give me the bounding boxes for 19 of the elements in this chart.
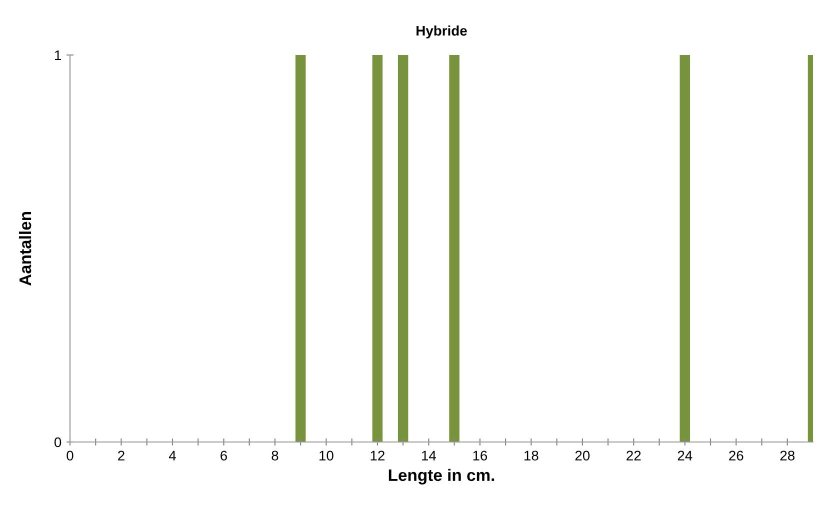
x-tick-label: 12 [370, 450, 384, 460]
x-tick-label: 26 [729, 450, 744, 461]
x-tick-label: 8 [272, 450, 278, 461]
x-tick-label: 0 [66, 450, 74, 461]
x-tick-label: 14 [422, 450, 436, 460]
y-tick-label: 1 [55, 50, 61, 60]
x-tick-label: 4 [168, 450, 176, 460]
x-axis-title: Lengte in cm. [388, 468, 494, 484]
x-tick-label: 2 [118, 450, 124, 460]
x-tick-label: 20 [575, 450, 590, 461]
x-tick-label: 16 [473, 450, 488, 461]
y-axis-title: Aantallen [18, 212, 32, 286]
x-tick-label: 22 [626, 450, 641, 460]
x-tick-label: 18 [524, 450, 538, 461]
x-tick-label: 10 [320, 450, 334, 461]
x-tick-label: 6 [220, 450, 227, 461]
x-tick-label: 24 [678, 450, 692, 460]
x-tick-label: 28 [780, 450, 794, 461]
chart-title: Hybride [416, 25, 467, 38]
